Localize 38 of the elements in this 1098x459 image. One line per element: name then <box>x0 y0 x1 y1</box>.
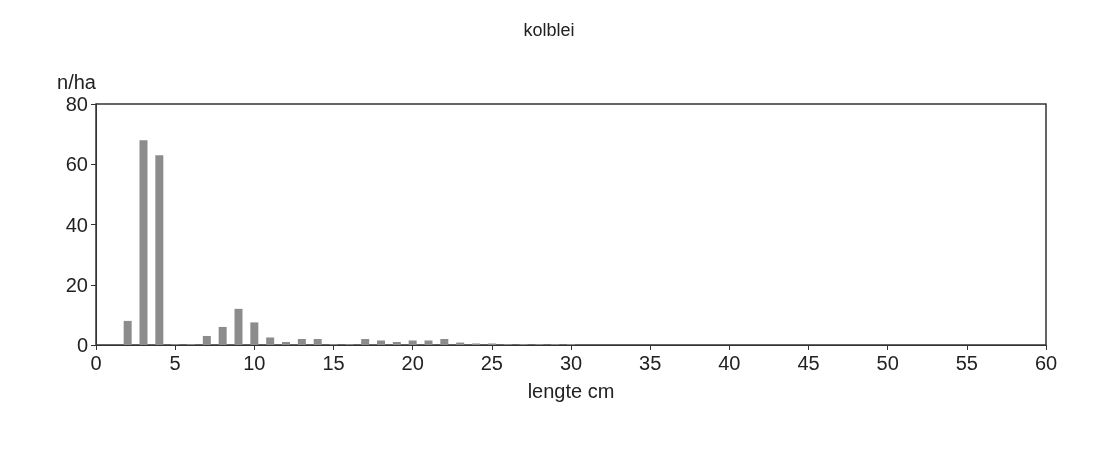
x-tick-label: 15 <box>322 352 345 374</box>
bar <box>155 155 164 345</box>
y-tick-label: 80 <box>65 93 88 115</box>
bar <box>313 338 322 345</box>
x-tick-label: 0 <box>90 352 102 374</box>
y-tick-label: 60 <box>65 153 88 176</box>
bar <box>297 338 306 345</box>
x-tick-label: 45 <box>797 352 820 374</box>
x-tick-label: 40 <box>718 352 741 374</box>
y-tick-label: 40 <box>65 213 88 236</box>
bar <box>202 335 211 345</box>
bar <box>408 340 417 345</box>
x-tick-label: 10 <box>243 352 266 374</box>
bar <box>266 337 275 345</box>
bar <box>361 338 370 345</box>
bar <box>424 340 433 345</box>
bar <box>282 341 290 345</box>
chart-title: kolblei <box>523 20 575 40</box>
x-tick-label: 55 <box>955 352 978 374</box>
bar <box>234 308 243 345</box>
bar <box>250 322 259 345</box>
x-tick-label: 35 <box>639 352 662 374</box>
x-tick-label: 50 <box>876 352 899 374</box>
x-tick-label: 60 <box>1034 352 1058 374</box>
x-tick-label: 5 <box>169 352 181 374</box>
bar <box>218 326 227 345</box>
bar <box>139 140 148 345</box>
y-tick-label: 20 <box>65 273 88 296</box>
x-tick-label: 25 <box>480 352 503 374</box>
x-axis-title: lengte cm <box>527 380 615 402</box>
y-axis-title: n/ha <box>57 71 97 93</box>
bar <box>377 340 385 345</box>
bar <box>123 320 132 345</box>
x-tick-label: 20 <box>401 352 424 374</box>
y-tick-label: 0 <box>76 334 88 356</box>
bar <box>440 338 449 345</box>
x-tick-label: 30 <box>559 352 583 374</box>
bar <box>392 341 401 345</box>
